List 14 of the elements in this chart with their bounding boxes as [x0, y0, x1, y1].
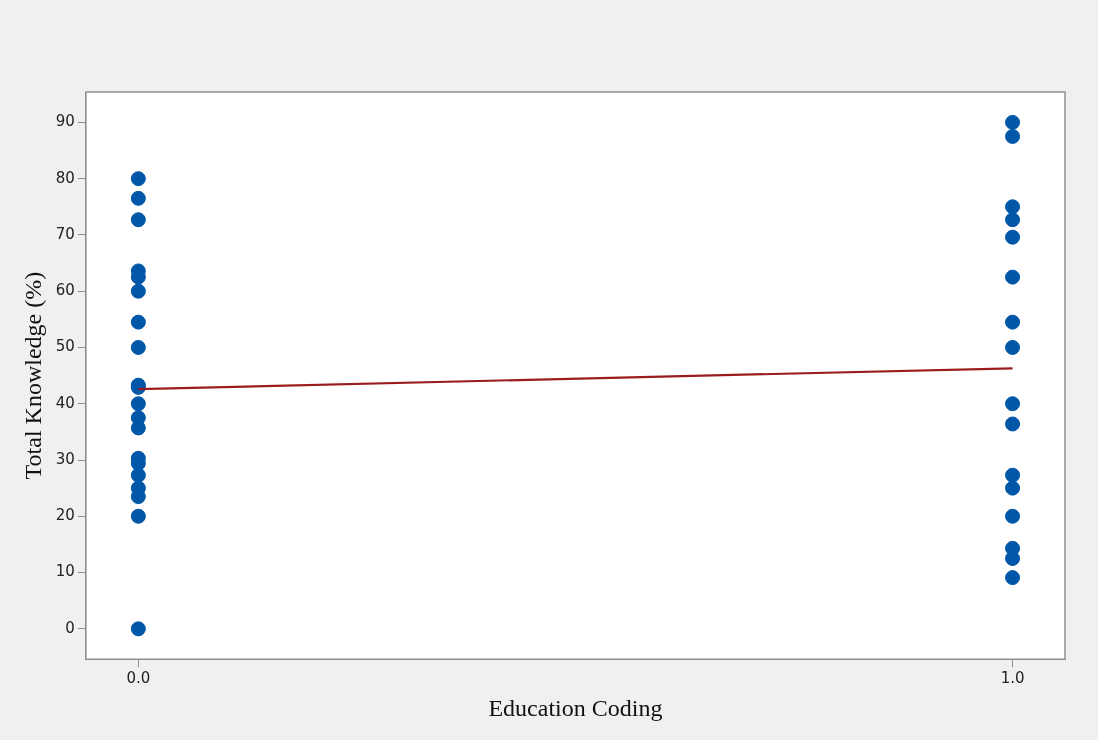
y-tick-label: 70 [55, 224, 75, 243]
y-tick-label: 40 [55, 393, 75, 412]
y-tick-label: 30 [55, 449, 75, 468]
y-tick-label: 80 [55, 168, 75, 187]
x-axis-title: Education Coding [488, 694, 663, 721]
y-axis-title: Total Knowledge (%) [19, 271, 46, 480]
y-tick-label: 50 [55, 337, 75, 356]
y-tick-label: 60 [55, 281, 75, 300]
x-tick-label: 1.0 [1000, 669, 1025, 688]
y-tick-label: 90 [55, 112, 75, 131]
x-tick-label: 0.0 [126, 669, 151, 688]
y-tick-label: 20 [55, 506, 75, 525]
y-tick-label: 0 [65, 618, 75, 637]
y-tick-label: 10 [55, 562, 75, 581]
